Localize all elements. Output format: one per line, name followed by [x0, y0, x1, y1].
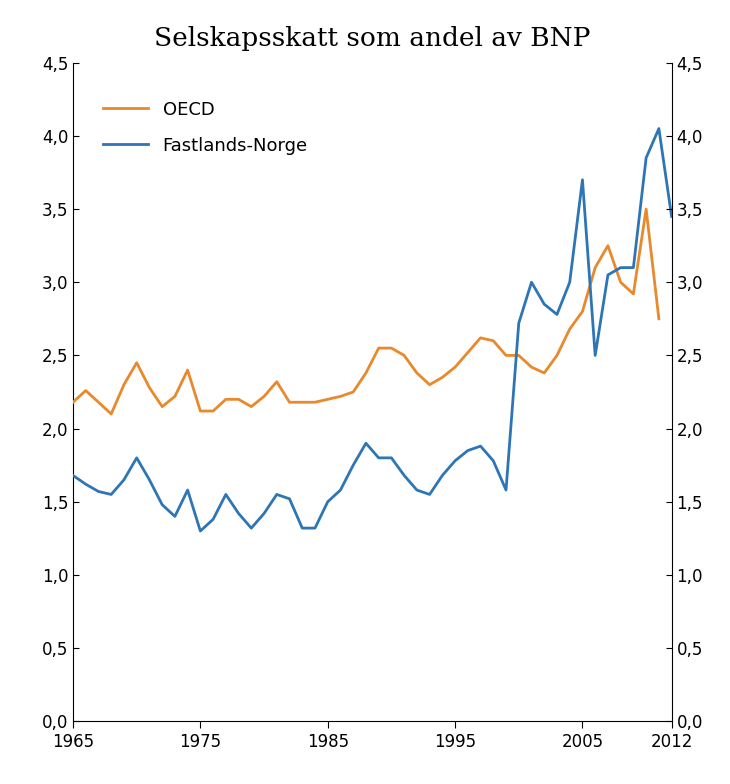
OECD [489, 336, 498, 346]
OECD [540, 368, 549, 378]
Line: OECD: OECD [73, 209, 659, 414]
Fastlands-Norge [196, 526, 204, 535]
Fastlands-Norge [540, 299, 549, 309]
OECD [387, 343, 396, 353]
Fastlands-Norge [412, 485, 421, 495]
OECD [323, 394, 332, 404]
Fastlands-Norge [515, 318, 523, 328]
Fastlands-Norge [464, 446, 472, 456]
Fastlands-Norge [171, 512, 180, 521]
OECD [94, 397, 103, 407]
OECD [349, 387, 358, 397]
Title: Selskapsskatt som andel av BNP: Selskapsskatt som andel av BNP [154, 26, 591, 51]
OECD [565, 325, 574, 334]
Fastlands-Norge [285, 494, 294, 503]
Fastlands-Norge [183, 485, 192, 495]
OECD [527, 362, 536, 372]
Fastlands-Norge [553, 310, 561, 319]
Fastlands-Norge [107, 490, 115, 499]
Fastlands-Norge [221, 490, 230, 499]
OECD [438, 372, 447, 382]
OECD [629, 289, 638, 299]
OECD [553, 350, 561, 360]
OECD [209, 406, 218, 416]
Fastlands-Norge [578, 175, 587, 184]
Fastlands-Norge [565, 278, 574, 287]
OECD [374, 343, 383, 353]
OECD [221, 394, 230, 404]
Fastlands-Norge [298, 524, 307, 533]
OECD [604, 241, 612, 250]
Fastlands-Norge [387, 453, 396, 463]
Fastlands-Norge [94, 487, 103, 496]
OECD [260, 392, 269, 401]
OECD [400, 350, 409, 360]
OECD [298, 397, 307, 407]
Fastlands-Norge [158, 500, 166, 510]
OECD [502, 350, 510, 360]
Fastlands-Norge [310, 524, 319, 533]
Fastlands-Norge [426, 490, 434, 499]
OECD [196, 406, 204, 416]
OECD [145, 383, 154, 392]
OECD [464, 348, 472, 358]
Line: Fastlands-Norge: Fastlands-Norge [73, 129, 672, 531]
Fastlands-Norge [616, 263, 625, 272]
Fastlands-Norge [209, 514, 218, 524]
OECD [515, 350, 523, 360]
OECD [655, 314, 664, 324]
Fastlands-Norge [667, 212, 676, 221]
Fastlands-Norge [323, 497, 332, 506]
Fastlands-Norge [655, 124, 664, 133]
Fastlands-Norge [247, 524, 255, 533]
Fastlands-Norge [374, 453, 383, 463]
Fastlands-Norge [527, 278, 536, 287]
Fastlands-Norge [438, 470, 447, 480]
OECD [107, 409, 115, 419]
Fastlands-Norge [349, 460, 358, 470]
OECD [310, 397, 319, 407]
Fastlands-Norge [489, 456, 498, 466]
Fastlands-Norge [502, 485, 510, 495]
Fastlands-Norge [132, 453, 141, 463]
Fastlands-Norge [604, 270, 612, 280]
Fastlands-Norge [629, 263, 638, 272]
OECD [81, 386, 90, 395]
Legend: OECD, Fastlands-Norge: OECD, Fastlands-Norge [94, 92, 317, 164]
OECD [132, 358, 141, 368]
OECD [412, 368, 421, 378]
Fastlands-Norge [145, 475, 154, 485]
OECD [247, 402, 255, 412]
OECD [234, 394, 243, 404]
Fastlands-Norge [361, 438, 370, 448]
Fastlands-Norge [234, 509, 243, 518]
OECD [171, 392, 180, 401]
OECD [336, 392, 345, 401]
Fastlands-Norge [400, 470, 409, 480]
OECD [69, 397, 77, 407]
Fastlands-Norge [69, 470, 77, 480]
Fastlands-Norge [81, 480, 90, 489]
Fastlands-Norge [591, 350, 599, 360]
Fastlands-Norge [336, 485, 345, 495]
Fastlands-Norge [642, 153, 650, 162]
OECD [591, 263, 599, 272]
Fastlands-Norge [272, 490, 281, 499]
Fastlands-Norge [260, 509, 269, 518]
OECD [158, 402, 166, 412]
OECD [450, 362, 459, 372]
Fastlands-Norge [120, 475, 128, 485]
Fastlands-Norge [476, 441, 485, 451]
OECD [361, 368, 370, 378]
OECD [120, 380, 128, 390]
OECD [183, 365, 192, 375]
OECD [642, 205, 650, 214]
OECD [272, 377, 281, 387]
OECD [616, 278, 625, 287]
Fastlands-Norge [450, 456, 459, 466]
OECD [578, 307, 587, 316]
OECD [285, 397, 294, 407]
OECD [476, 333, 485, 343]
OECD [426, 380, 434, 390]
